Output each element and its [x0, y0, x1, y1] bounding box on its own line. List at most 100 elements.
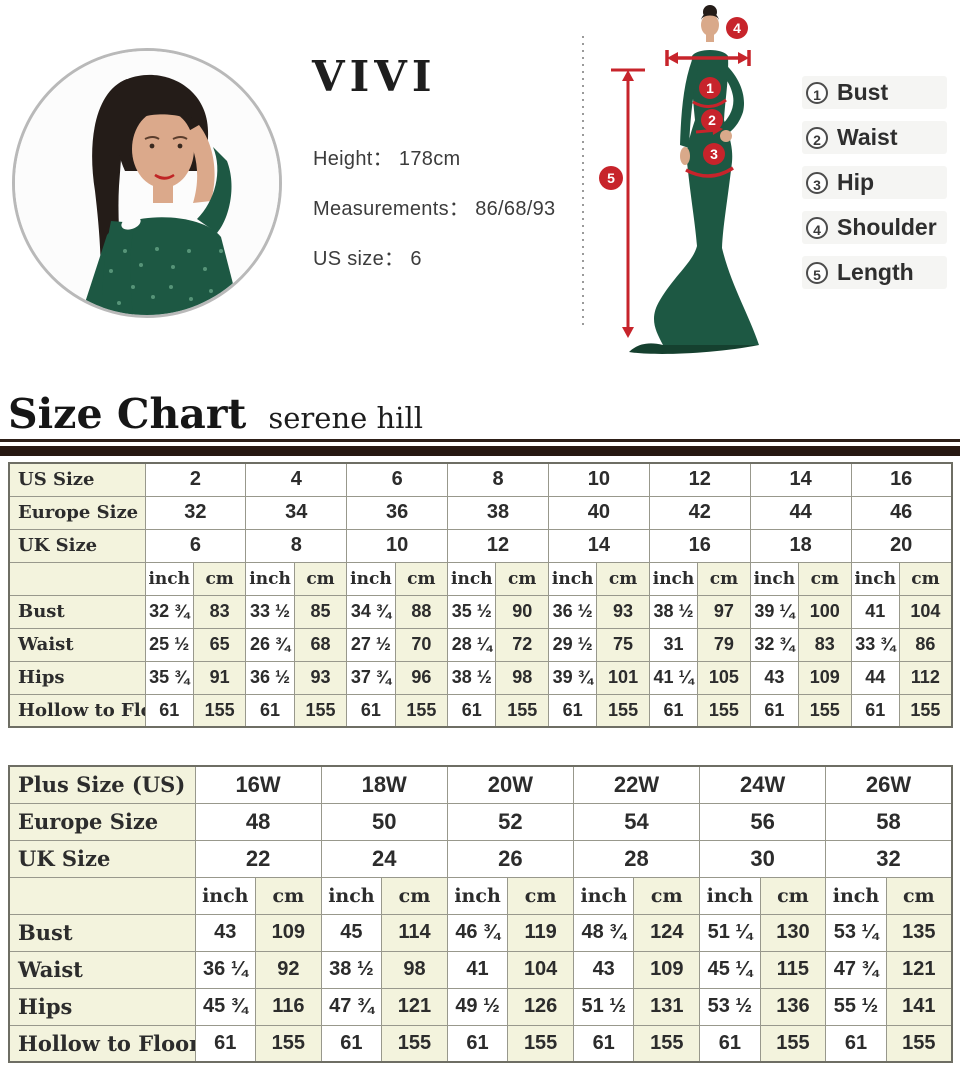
- unit-cm: cm: [633, 876, 701, 915]
- measure-inch: 41: [446, 950, 509, 989]
- legend-label-shoulder: Shoulder: [837, 214, 937, 240]
- measure-inch: 61: [699, 1024, 761, 1063]
- legend-num-2: 2: [806, 126, 828, 149]
- unit-cm: cm: [759, 876, 827, 915]
- size-value: 34: [245, 495, 348, 530]
- legend-num-3: 3: [806, 171, 828, 194]
- unit-cm: cm: [293, 561, 348, 596]
- measure-inch: 41: [850, 594, 900, 629]
- standard-size-table: US Size 2 4 6 8 10 12 14 16 Europe Size 32 34 36 38 40…: [8, 462, 953, 728]
- row-label: Waist: [8, 950, 196, 989]
- size-value: 28: [572, 839, 701, 878]
- unit-inch: inch: [446, 876, 509, 915]
- measure-cm: 98: [495, 660, 549, 695]
- measure-cm: 115: [759, 950, 827, 989]
- measure-inch: 33 ¾: [850, 627, 900, 662]
- row-label: Hollow to Floor: [8, 693, 146, 728]
- unit-inch: inch: [320, 876, 383, 915]
- table-row: Plus Size (US) 16W 18W 20W 22W 24W 26W: [8, 765, 953, 804]
- measurement-legend: 1 Bust 2 Waist 3 Hip 4 Shoulder 5 Length: [802, 76, 947, 289]
- table-row: Bust 32 ¾ 83 33 ½ 85 34 ¾ 88 35 ½ 90 36 ½ 93 38 ½ 97…: [8, 594, 953, 629]
- unit-cm: cm: [495, 561, 549, 596]
- measure-cm: 109: [255, 913, 322, 952]
- unit-inch: inch: [194, 876, 257, 915]
- measure-inch: 53 ½: [699, 987, 761, 1026]
- measure-inch: 61: [447, 693, 497, 728]
- measure-inch: 31: [648, 627, 699, 662]
- size-value: 36: [346, 495, 449, 530]
- measure-cm: 83: [192, 594, 247, 629]
- measure-inch: 38 ½: [320, 950, 383, 989]
- measure-cm: 96: [394, 660, 449, 695]
- row-label: Plus Size (US): [8, 765, 196, 804]
- legend-label-length: Length: [837, 259, 914, 285]
- size-value: 2: [144, 462, 247, 497]
- size-value: 56: [699, 802, 827, 841]
- measure-inch: 47 ¾: [825, 950, 887, 989]
- measure-cm: 75: [596, 627, 650, 662]
- measure-inch: 61: [144, 693, 194, 728]
- table-row: Waist 36 ¼ 92 38 ½ 98 41 104 43 109 45 ¼ 115 47 ¾ 12…: [8, 950, 953, 989]
- measure-cm: 109: [798, 660, 852, 695]
- plus-size-table: Plus Size (US) 16W 18W 20W 22W 24W 26W Europe S…: [8, 765, 953, 1063]
- measure-cm: 155: [898, 693, 953, 728]
- dress-measure-figure: 4 1 2 3 5: [582, 5, 759, 354]
- measure-inch: 61: [194, 1024, 257, 1063]
- size-value: 22: [194, 839, 322, 878]
- measure-cm: 101: [596, 660, 650, 695]
- model-portrait-illustration: [15, 51, 279, 315]
- measure-inch: 38 ½: [648, 594, 699, 629]
- measurements-spec: Measurements： 86/68/93: [313, 192, 555, 221]
- row-label: UK Size: [8, 528, 146, 563]
- legend-label-bust: Bust: [837, 79, 889, 105]
- model-photo: [12, 48, 282, 318]
- measure-cm: 130: [759, 913, 827, 952]
- measure-cm: 72: [495, 627, 549, 662]
- measure-inch: 45 ¼: [699, 950, 761, 989]
- measure-cm: 141: [885, 987, 953, 1026]
- measure-inch: 37 ¾: [346, 660, 396, 695]
- size-value: 4: [245, 462, 348, 497]
- measure-cm: 116: [255, 987, 322, 1026]
- measure-cm: 86: [898, 627, 953, 662]
- legend-label-hip: Hip: [837, 169, 875, 195]
- size-value: 8: [447, 462, 549, 497]
- badge-waist: 2: [708, 112, 716, 128]
- measure-inch: 27 ½: [346, 627, 396, 662]
- size-value: 14: [749, 462, 852, 497]
- measure-inch: 48 ¾: [572, 913, 635, 952]
- unit-cm: cm: [255, 876, 322, 915]
- measure-cm: 90: [495, 594, 549, 629]
- table-row: Hips 45 ¾ 116 47 ¾ 121 49 ½ 126 51 ½ 131 53 ½ 136 5…: [8, 987, 953, 1026]
- measure-cm: 79: [697, 627, 751, 662]
- size-value: 24: [320, 839, 448, 878]
- unit-inch: inch: [648, 561, 699, 596]
- badge-bust: 1: [706, 80, 714, 96]
- measure-cm: 93: [596, 594, 650, 629]
- measure-cm: 155: [507, 1024, 574, 1063]
- size-value: 38: [447, 495, 549, 530]
- brand-name: VIVI: [312, 52, 437, 101]
- unit-cm: cm: [394, 561, 449, 596]
- unit-inch: inch: [547, 561, 598, 596]
- measure-inch: 61: [245, 693, 295, 728]
- row-label: [8, 876, 196, 915]
- measure-inch: 44: [850, 660, 900, 695]
- size-value: 32: [144, 495, 247, 530]
- measure-cm: 97: [697, 594, 751, 629]
- size-value: 12: [648, 462, 751, 497]
- measure-inch: 55 ½: [825, 987, 887, 1026]
- measure-inch: 61: [825, 1024, 887, 1063]
- unit-inch: inch: [245, 561, 295, 596]
- legend-label-waist: Waist: [837, 124, 898, 150]
- size-value: 58: [825, 802, 953, 841]
- size-value: 54: [572, 802, 701, 841]
- table-row: UK Size 22 24 26 28 30 32: [8, 839, 953, 878]
- size-value: 46: [850, 495, 953, 530]
- size-value: 10: [346, 528, 449, 563]
- measure-inch: 41 ¼: [648, 660, 699, 695]
